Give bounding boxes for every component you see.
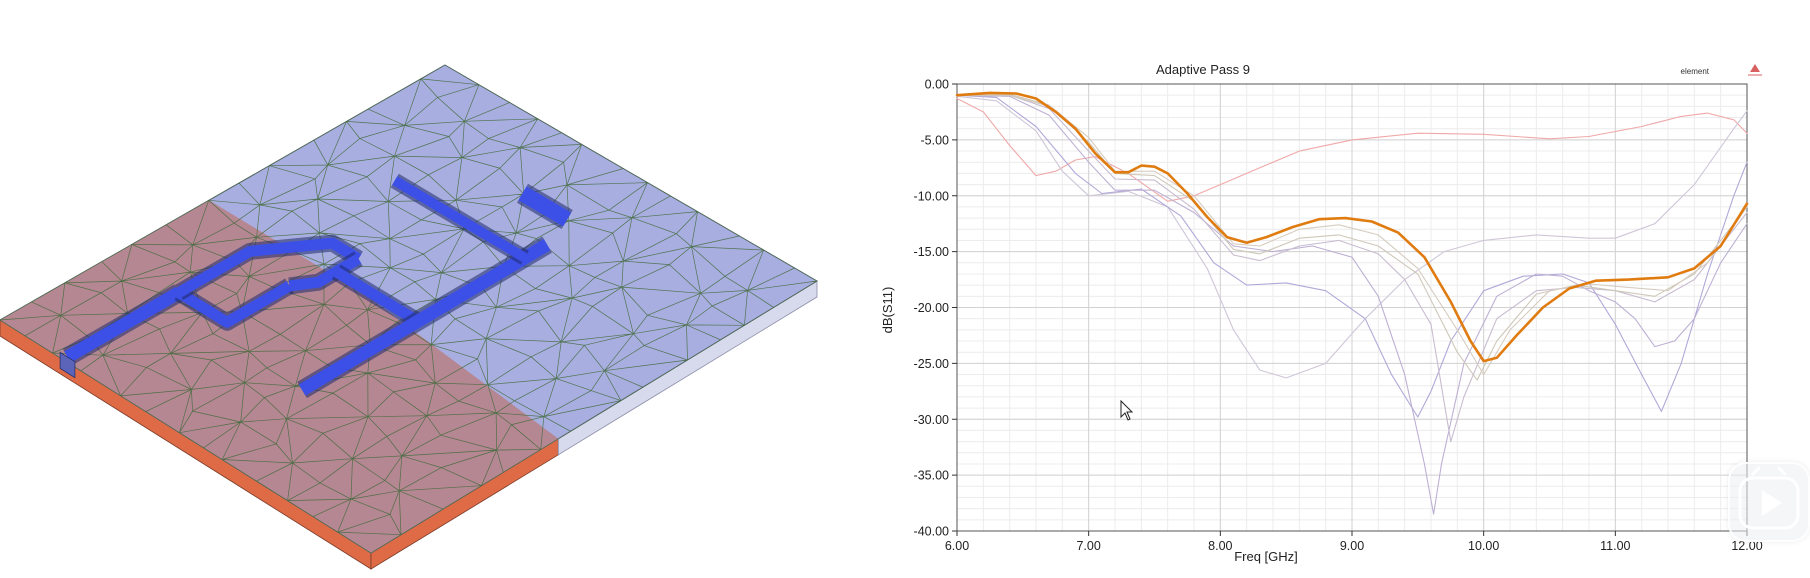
x-tick-label: 8.00 — [1208, 539, 1232, 553]
s11-plot-panel[interactable]: Adaptive Pass 9 element Freq [GHz] dB(S1… — [870, 0, 1810, 573]
y-tick-label: -40.00 — [914, 525, 949, 539]
parasitic-strip — [518, 186, 572, 227]
series-line-pass-4 — [956, 94, 1748, 515]
y-axis-ticks: 0.00 -5.00 -10.00 -15.00 -20.00 -25.00 -30.00 -… — [914, 78, 957, 539]
y-tick-label: -10.00 — [914, 189, 949, 203]
main-line — [333, 267, 421, 327]
play-icon — [1738, 466, 1800, 530]
x-tick-label: 10.00 — [1468, 539, 1499, 553]
splitter-lower-branch — [175, 281, 293, 328]
series-line-pass-7 — [956, 93, 1748, 376]
y-tick-label: 0.00 — [925, 78, 949, 92]
plot-title: Adaptive Pass 9 — [1156, 62, 1250, 77]
y-axis-title: dB(S11) — [880, 287, 895, 334]
x-tick-label: 12.00 — [1731, 539, 1762, 553]
upper-stub — [392, 176, 528, 263]
mesh-model-svg — [0, 64, 818, 570]
series-line-final-pass — [955, 91, 1749, 363]
y-tick-label: -20.00 — [914, 301, 949, 315]
y-tick-label: -5.00 — [921, 133, 950, 147]
y-tick-label: -15.00 — [914, 245, 949, 259]
legend-label: element — [1681, 67, 1710, 76]
play-button[interactable] — [1728, 462, 1810, 542]
s11-plot: Adaptive Pass 9 element Freq [GHz] dB(S1… — [880, 62, 1763, 564]
mouse-cursor-icon — [1120, 399, 1134, 421]
x-axis-ticks: 6.00 7.00 8.00 9.00 10.00 11.00 12.00 — [945, 531, 1763, 553]
y-tick-label: -35.00 — [914, 469, 949, 483]
ground-plane-region — [0, 200, 559, 553]
plot-grid — [956, 83, 1748, 532]
splitter-upper-branch — [176, 237, 362, 298]
series-line-pass-2 — [956, 95, 1748, 379]
splitter-join — [288, 254, 362, 292]
x-tick-label: 6.00 — [945, 539, 969, 553]
microstrip-traces — [62, 173, 573, 399]
plot-series — [955, 91, 1749, 515]
stub-line — [298, 239, 551, 396]
x-tick-label: 9.00 — [1340, 539, 1364, 553]
feed-line — [64, 286, 183, 363]
x-axis-title: Freq [GHz] — [1234, 549, 1298, 564]
x-tick-label: 7.00 — [1076, 539, 1100, 553]
legend-marker-icon — [1748, 64, 1762, 76]
mesh-3d-view[interactable] — [0, 0, 870, 573]
series-line-pass-5 — [956, 94, 1748, 443]
series-line-pass-3 — [956, 94, 1748, 418]
wave-port — [59, 351, 76, 379]
series-line-pass-1 — [956, 97, 1748, 202]
x-tick-label: 11.00 — [1600, 539, 1630, 553]
y-tick-label: -25.00 — [914, 357, 949, 371]
y-tick-label: -30.00 — [914, 413, 949, 427]
